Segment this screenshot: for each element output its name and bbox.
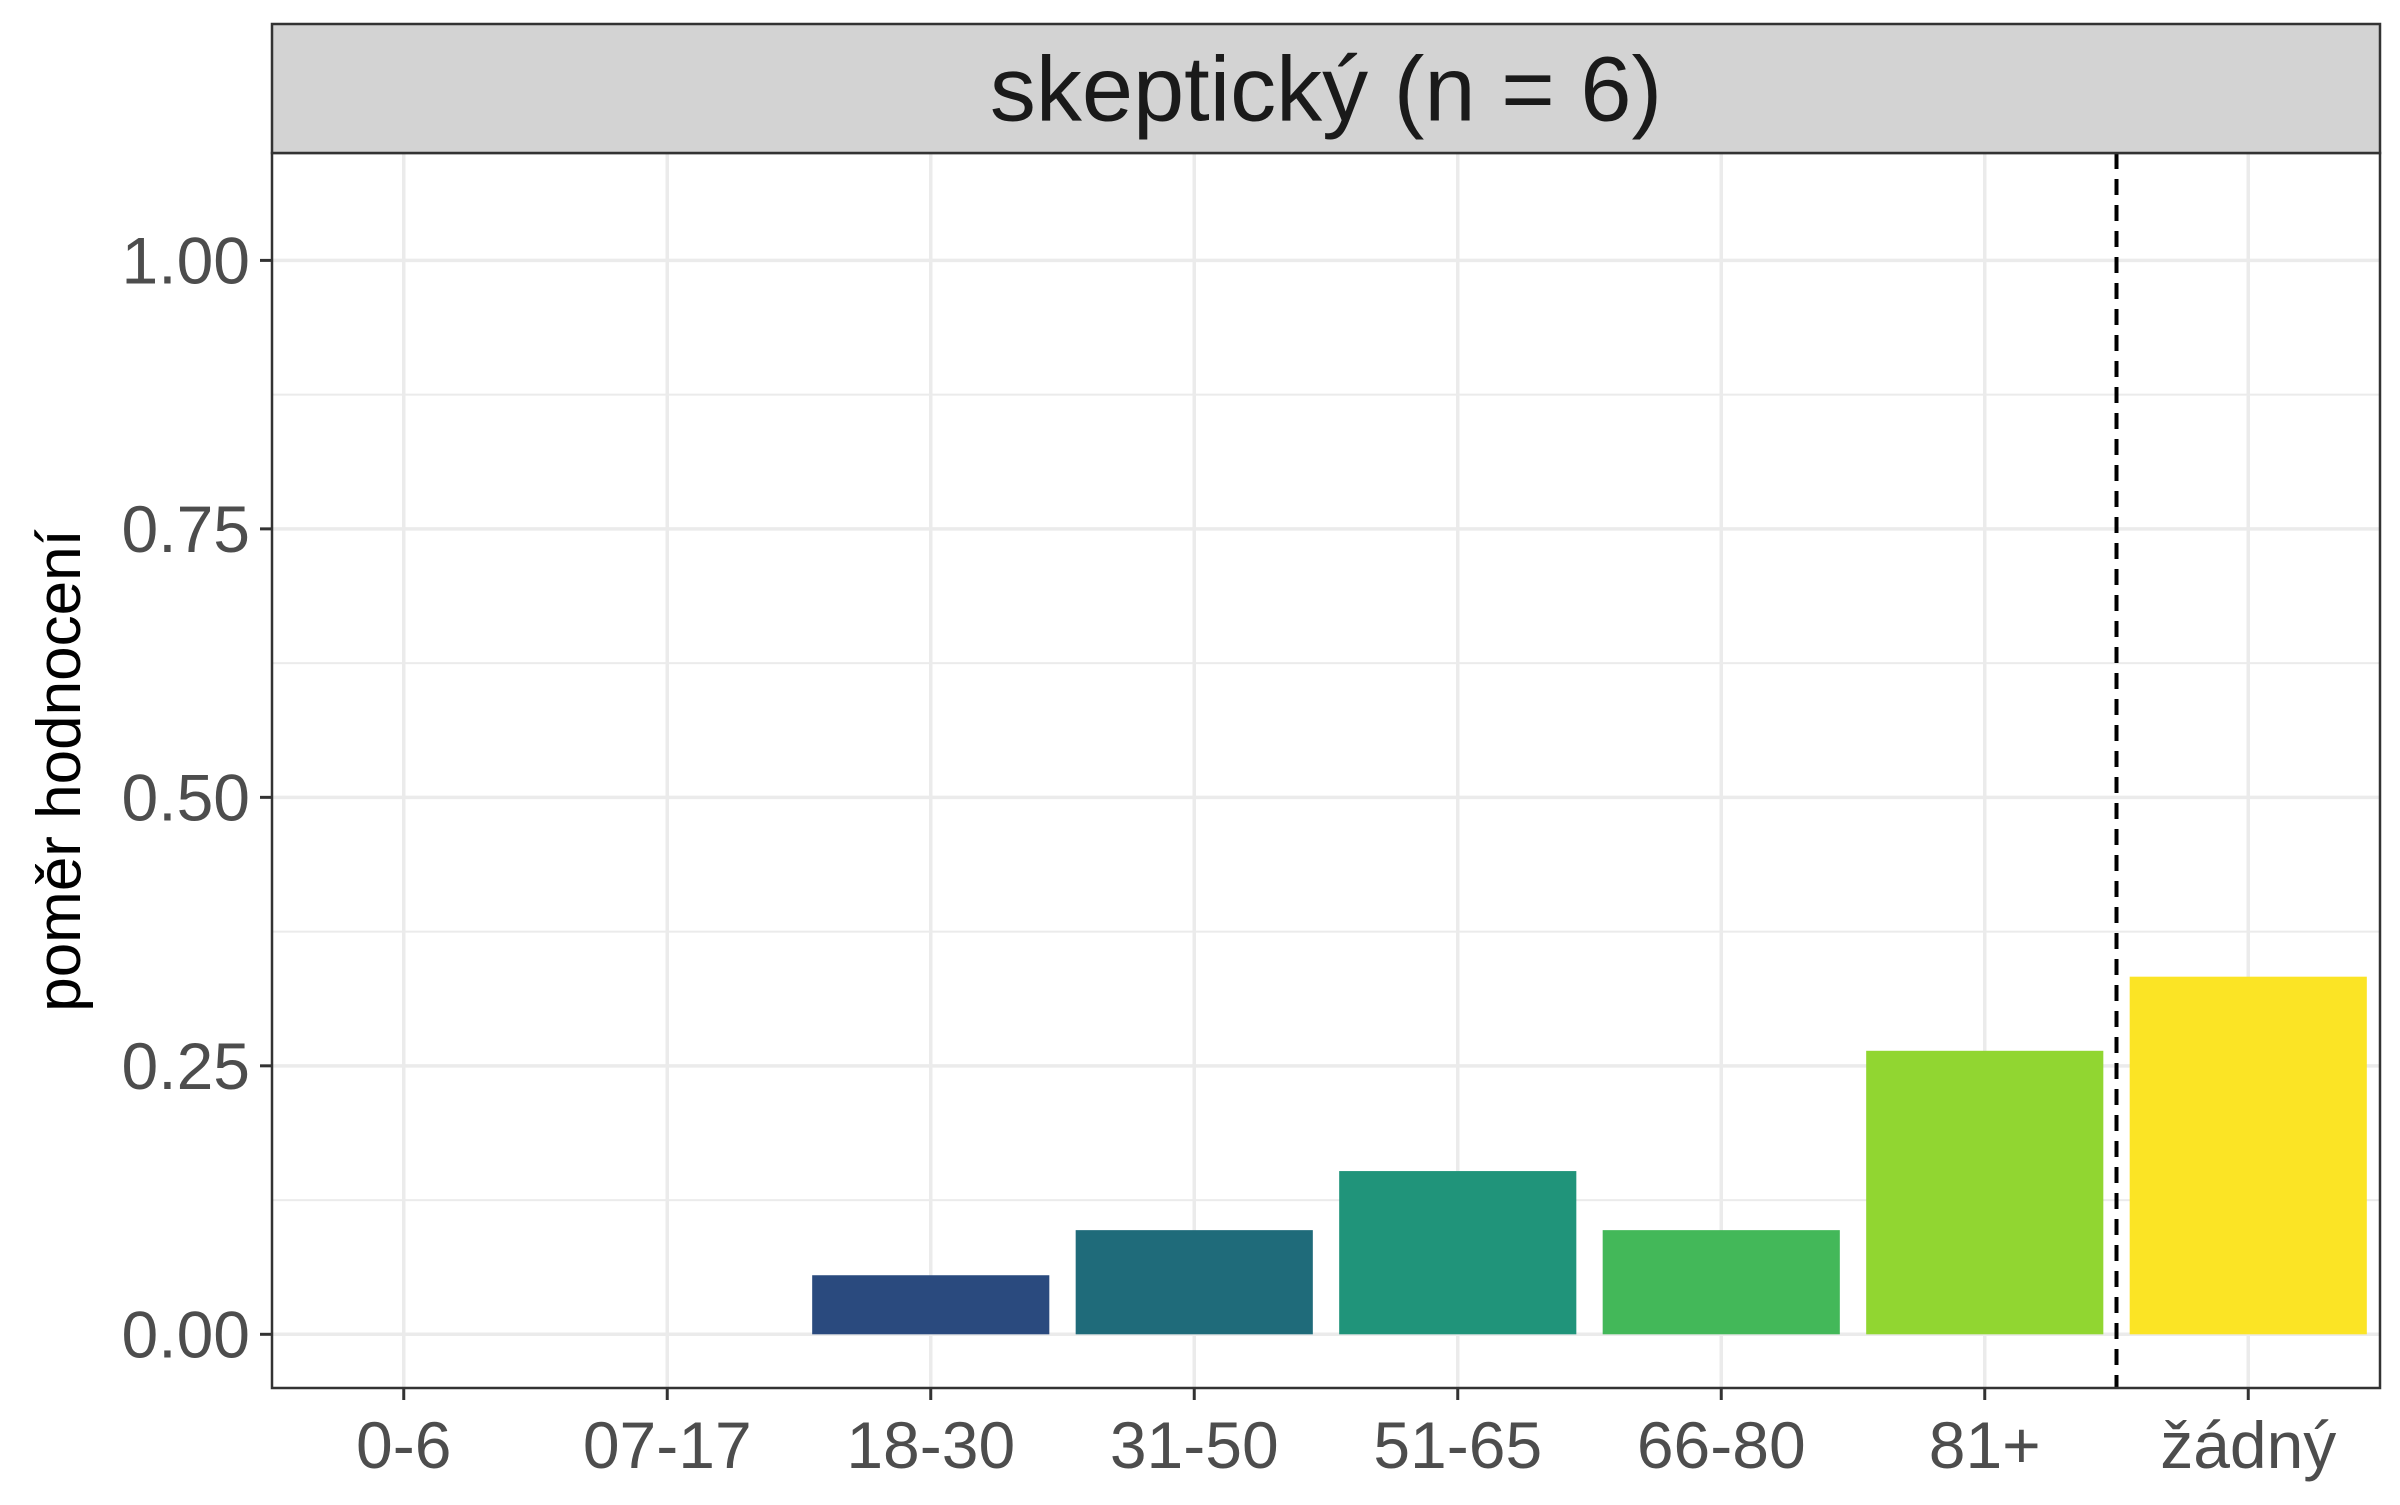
strip-layer: skeptický (n = 6) <box>270 22 2382 155</box>
y-tick-label: 1.00 <box>122 223 250 297</box>
y-tick-label: 0.50 <box>122 760 250 834</box>
y-tick-label: 0.25 <box>122 1029 250 1103</box>
bar-81+ <box>1866 1050 2104 1335</box>
x-tick-label: 66-80 <box>1637 1408 1806 1482</box>
y-tick-label: 0.75 <box>122 492 250 566</box>
x-tick-label: žádný <box>2160 1408 2336 1482</box>
x-tick-label: 0-6 <box>356 1408 451 1482</box>
x-tick-label: 81+ <box>1929 1408 2041 1482</box>
bar-51-65 <box>1339 1171 1577 1335</box>
grid-layer <box>272 153 2380 1388</box>
bar-18-30 <box>812 1275 1050 1335</box>
x-tick-label: 18-30 <box>846 1408 1015 1482</box>
bar-layer <box>812 976 2367 1335</box>
bar-31-50 <box>1075 1230 1313 1335</box>
x-tick-label: 31-50 <box>1110 1408 1279 1482</box>
y-axis-title: poměr hodnocení <box>25 529 94 1012</box>
bar-žádný <box>2129 976 2367 1335</box>
y-tick-label: 0.00 <box>122 1297 250 1371</box>
x-tick-label: 51-65 <box>1373 1408 1542 1482</box>
x-tick-label: 07-17 <box>583 1408 752 1482</box>
strip-background <box>270 22 2382 155</box>
chart-title: skeptický (n = 6) <box>990 39 1662 141</box>
bar-66-80 <box>1602 1230 1840 1335</box>
axis-layer: 0.00 0.25 0.50 0.75 1.00 0-6 07-17 18-30 31-50 51… <box>122 223 2337 1482</box>
